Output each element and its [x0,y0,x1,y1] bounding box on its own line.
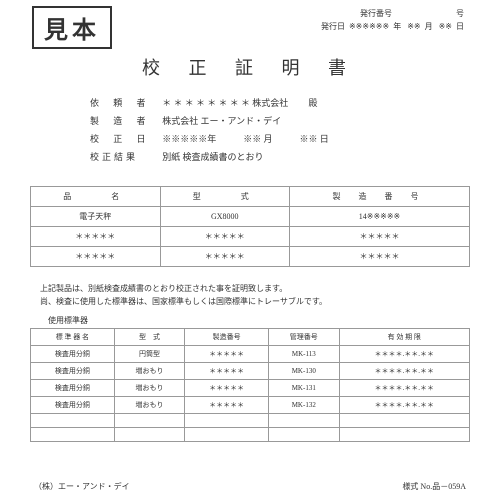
t2-h3: 管理番号 [269,328,339,345]
day-label: 日 [456,22,464,31]
table-cell: GX8000 [160,207,290,227]
table-cell: ＊＊＊＊＊ [31,227,161,247]
table-cell: 14※※※※※ [290,207,470,227]
header-meta: 発行番号 号 発行日 ※※※※※※ 年 ※※ 月 ※※ 日 [317,8,464,34]
table-cell [185,427,269,441]
note-line1: 上記製品は、別紙検査成績書のとおり校正された事を証明致します。 [40,283,470,296]
product-table: 品 名 型 式 製 造 番 号 電子天秤GX800014※※※※※＊＊＊＊＊＊＊… [30,186,470,267]
table-row: 検査用分銅増おもり＊＊＊＊＊MK-130＊＊＊＊.＊＊.＊＊ [31,362,470,379]
year-label: 年 [393,22,401,31]
requester-value: ＊ ＊ ＊ ＊ ＊ ＊ ＊ ＊ 株式会社 [162,94,288,112]
table-cell: ＊＊＊＊＊ [185,379,269,396]
footer: （株）エー・アンド・デイ 様式 No.品－059A [0,481,500,492]
mask: ※※ [439,22,452,31]
table-cell: MK-132 [269,396,339,413]
table-cell: MK-130 [269,362,339,379]
table-row: 検査用分銅増おもり＊＊＊＊＊MK-131＊＊＊＊.＊＊.＊＊ [31,379,470,396]
table-cell: ＊＊＊＊＊ [290,227,470,247]
footer-right: 様式 No.品－059A [402,481,466,492]
maker-value: 株式会社 エー・アンド・デイ [162,112,281,130]
mask: ※※ [407,22,420,31]
table-row [31,427,470,441]
table-cell: ＊＊＊＊＊ [290,247,470,267]
table-cell: 検査用分銅 [31,362,115,379]
table-cell: 増おもり [114,396,184,413]
table-cell [31,427,115,441]
t2-h2: 製造番号 [185,328,269,345]
note-line2: 尚、検査に使用した標準器は、国家標準もしくは国際標準にトレーサブルです。 [40,296,470,309]
table-row: ＊＊＊＊＊＊＊＊＊＊＊＊＊＊＊ [31,227,470,247]
mask: ※※※※※※ [349,22,389,31]
table-row: ＊＊＊＊＊＊＊＊＊＊＊＊＊＊＊ [31,247,470,267]
month-label: 月 [425,22,433,31]
t1-h0: 品 名 [31,187,161,207]
table-cell: 検査用分銅 [31,396,115,413]
t1-h1: 型 式 [160,187,290,207]
issue-no-suffix: 号 [456,9,464,18]
table-cell [269,413,339,427]
cal-date-value: ※※※※※年 ※※ 月 ※※ 日 [162,130,329,148]
table-cell: ＊＊＊＊＊ [160,247,290,267]
t2-h1: 型 式 [114,328,184,345]
result-label: 校正結果 [90,148,160,166]
table-cell: ＊＊＊＊＊ [31,247,161,267]
table-cell: ＊＊＊＊＊ [185,362,269,379]
page-title: 校 正 証 明 書 [30,54,470,80]
table-cell: 増おもり [114,362,184,379]
table-row: 検査用分銅増おもり＊＊＊＊＊MK-132＊＊＊＊.＊＊.＊＊ [31,396,470,413]
table-cell: ＊＊＊＊＊ [185,396,269,413]
table-cell [269,427,339,441]
issue-no-label: 発行番号 [360,9,392,18]
table-cell: 検査用分銅 [31,379,115,396]
requester-label: 依 頼 者 [90,94,160,112]
t1-h2: 製 造 番 号 [290,187,470,207]
t2-h4: 有 効 期 限 [339,328,470,345]
table-cell: 検査用分銅 [31,345,115,362]
table-cell: ＊＊＊＊.＊＊.＊＊ [339,345,470,362]
table-cell: ＊＊＊＊.＊＊.＊＊ [339,396,470,413]
table-cell [31,413,115,427]
info-block: 依 頼 者 ＊ ＊ ＊ ＊ ＊ ＊ ＊ ＊ 株式会社 殿 製 造 者 株式会社 … [90,94,470,166]
table-cell: MK-113 [269,345,339,362]
table-cell: ＊＊＊＊.＊＊.＊＊ [339,362,470,379]
maker-label: 製 造 者 [90,112,160,130]
table-cell: 増おもり [114,379,184,396]
table-cell [185,413,269,427]
footer-left: （株）エー・アンド・デイ [34,481,130,492]
cal-date-label: 校 正 日 [90,130,160,148]
table-row [31,413,470,427]
table-cell: 電子天秤 [31,207,161,227]
result-value: 別紙 検査成績書のとおり [162,148,263,166]
table-cell: MK-131 [269,379,339,396]
sub-title: 使用標準器 [48,315,470,326]
table-cell: ＊＊＊＊.＊＊.＊＊ [339,379,470,396]
requester-suffix: 殿 [309,98,318,108]
table-cell: ＊＊＊＊＊ [160,227,290,247]
note-block: 上記製品は、別紙検査成績書のとおり校正された事を証明致します。 尚、検査に使用し… [40,283,470,309]
table-cell [339,413,470,427]
table-cell: 円筒型 [114,345,184,362]
table-cell [339,427,470,441]
table-cell [114,427,184,441]
table-row: 検査用分銅円筒型＊＊＊＊＊MK-113＊＊＊＊.＊＊.＊＊ [31,345,470,362]
t2-h0: 標 準 器 名 [31,328,115,345]
table-cell [114,413,184,427]
standard-table: 標 準 器 名 型 式 製造番号 管理番号 有 効 期 限 検査用分銅円筒型＊＊… [30,328,470,442]
sample-stamp: 見本 [32,6,112,49]
issue-date-label: 発行日 [321,22,345,31]
table-cell: ＊＊＊＊＊ [185,345,269,362]
table-row: 電子天秤GX800014※※※※※ [31,207,470,227]
